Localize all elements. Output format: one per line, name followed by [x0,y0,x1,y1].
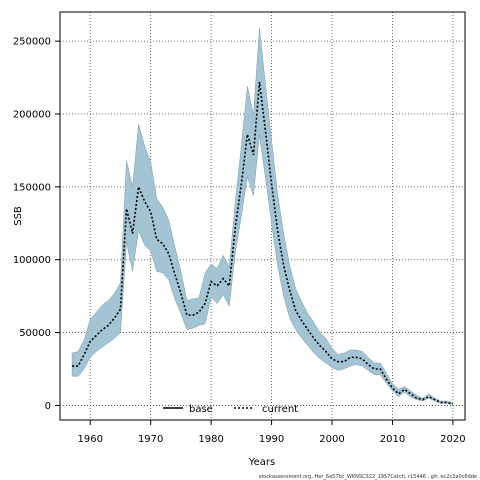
x-tick-label-2020: 2020 [440,434,465,445]
y-axis-title: SSB [13,206,24,226]
x-tick-label-1980: 1980 [198,434,223,445]
y-tick-label-150000: 150000 [13,182,51,193]
series-current-line [72,81,454,405]
legend-base-label: base [189,404,213,415]
y-tick-label-0: 0 [45,401,51,412]
plot-frame [59,11,466,421]
x-tick-label-1970: 1970 [138,434,163,445]
x-tick-label-1960: 1960 [77,434,102,445]
footer-caption: stockassessment.org, Her_6a57bc_WKNSCS22… [259,474,477,480]
x-axis-ticks: 1960 1970 1980 1990 2000 2010 2020 [77,420,466,445]
y-tick-label-200000: 200000 [13,110,51,121]
y-tick-label-50000: 50000 [19,328,51,339]
y-tick-label-100000: 100000 [13,255,51,266]
y-axis-ticks: 0 50000 100000 150000 200000 250000 [13,37,60,412]
x-tick-label-2000: 2000 [319,434,344,445]
legend-current-label: current [262,404,298,415]
x-tick-label-1990: 1990 [259,434,284,445]
x-tick-label-2010: 2010 [380,434,405,445]
x-axis-title: Years [248,457,275,468]
legend: base current [163,404,298,415]
confidence-band [71,28,454,406]
y-tick-label-250000: 250000 [13,37,51,48]
